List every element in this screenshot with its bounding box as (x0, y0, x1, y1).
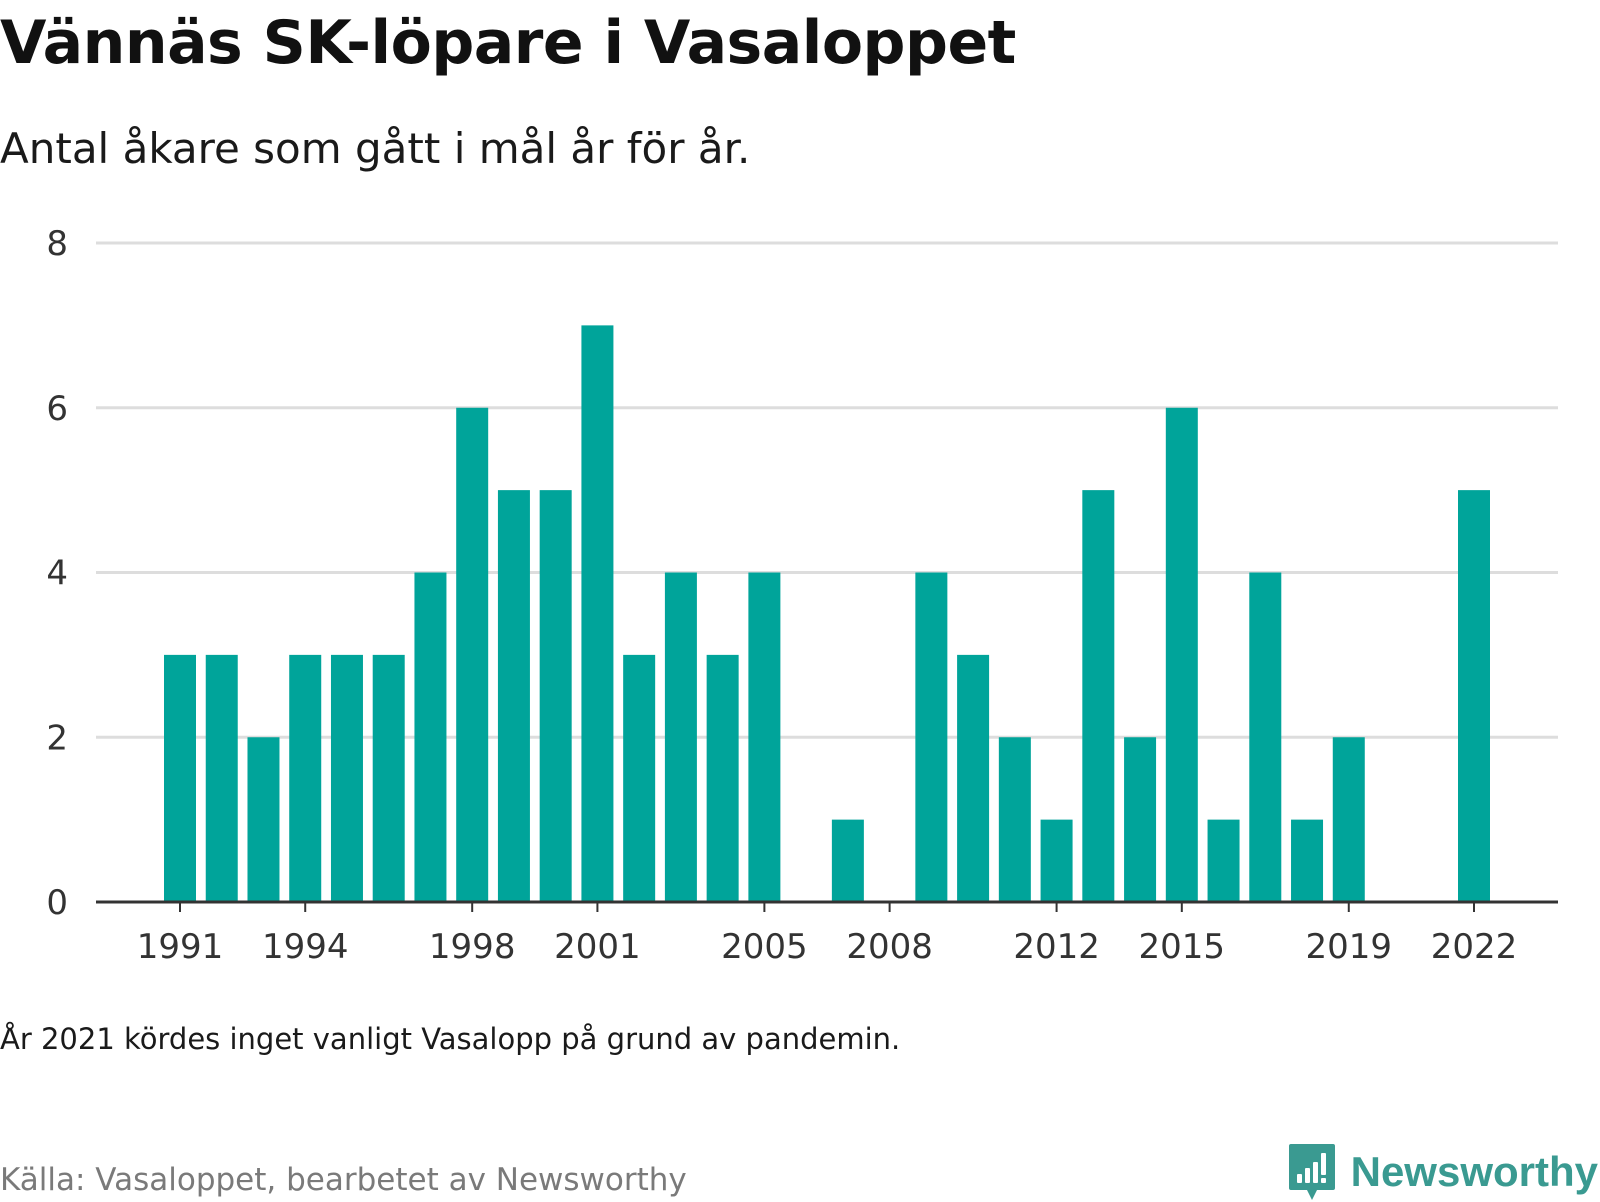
bar (497, 490, 530, 902)
x-tick-label: 1991 (137, 927, 224, 967)
bar (1207, 819, 1240, 902)
x-tick-label: 2001 (554, 927, 641, 967)
y-axis-tick-labels: 0 2 4 6 8 (46, 224, 68, 923)
bar (414, 572, 447, 902)
footnote: År 2021 kördes inget vanligt Vasalopp på… (0, 1022, 901, 1056)
bar (1458, 490, 1490, 902)
x-tick-label: 2008 (846, 927, 933, 967)
y-tick-label: 4 (46, 554, 68, 594)
bar (1332, 737, 1365, 902)
bar (205, 654, 238, 902)
bar (1124, 737, 1157, 902)
y-tick-label: 2 (46, 718, 68, 758)
bar (1165, 407, 1198, 902)
bar (539, 490, 572, 902)
x-tick-label: 1994 (262, 927, 349, 967)
bar (1082, 490, 1115, 902)
brand-name: Newsworthy (1350, 1148, 1598, 1195)
bar (706, 654, 739, 902)
bar (581, 325, 614, 902)
y-tick-label: 8 (46, 224, 68, 264)
bar (623, 654, 656, 902)
x-tick-label: 2019 (1306, 927, 1393, 967)
bar (957, 654, 990, 902)
bars (164, 325, 1490, 902)
bar (831, 819, 864, 902)
y-tick-label: 0 (46, 883, 68, 923)
bar (164, 654, 196, 902)
x-tick-label: 2005 (721, 927, 808, 967)
x-tick-label: 1998 (429, 927, 516, 967)
bar (664, 572, 697, 902)
x-axis: 1991 1994 1998 2001 2005 2008 2012 2015 2019 2022 (96, 900, 1558, 967)
brand: Newsworthy (1287, 1142, 1598, 1202)
bar (1040, 819, 1073, 902)
bar (915, 572, 948, 902)
bar (330, 654, 363, 902)
bar (372, 654, 405, 902)
bar (456, 407, 489, 902)
x-tick-label: 2015 (1139, 927, 1226, 967)
bar (289, 654, 322, 902)
x-tick-label: 2022 (1431, 927, 1518, 967)
bar (1291, 819, 1324, 902)
y-tick-label: 6 (46, 389, 68, 429)
x-tick-label: 2012 (1013, 927, 1100, 967)
newsworthy-logo-icon (1288, 1144, 1335, 1200)
source-text: Källa: Vasaloppet, bearbetet av Newswort… (0, 1162, 687, 1198)
chart-subtitle: Antal åkare som gått i mål år för år. (0, 124, 751, 173)
bar (1249, 572, 1282, 902)
bar (998, 737, 1031, 902)
bar (247, 737, 280, 902)
bar-chart: 0 2 4 6 8 1991 1994 1998 2001 2005 2008 2012 2015 20… (46, 224, 1558, 967)
bar (748, 572, 781, 902)
grid-lines (96, 241, 1558, 739)
chart-title: Vännäs SK-löpare i Vasaloppet (0, 8, 1016, 78)
